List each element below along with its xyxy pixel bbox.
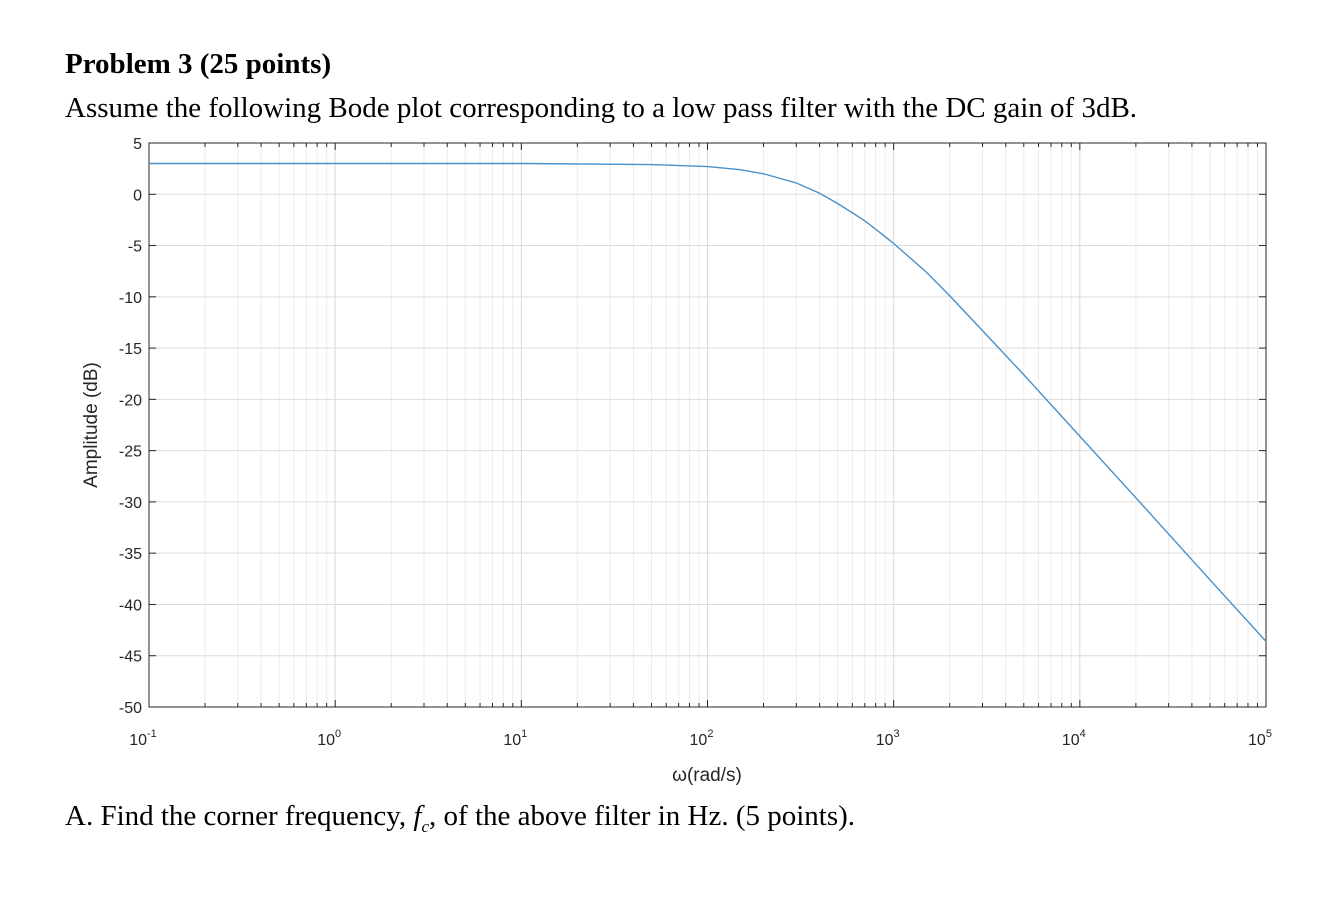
- question-a: A. Find the corner frequency, fc, of the…: [65, 800, 855, 837]
- question-variable: f: [413, 800, 422, 832]
- question-suffix: , of the above filter in Hz. (5 points).: [429, 800, 856, 832]
- question-subscript: c: [421, 816, 430, 836]
- question-prefix: A. Find the corner frequency,: [65, 800, 414, 832]
- x-tick-label: 10-1: [129, 728, 157, 749]
- y-tick-label: -25: [119, 444, 142, 461]
- problem-intro: Assume the following Bode plot correspon…: [65, 92, 1138, 124]
- x-axis-label: ω(rad/s): [672, 765, 742, 786]
- axis-ticks: [148, 142, 1267, 708]
- x-tick-label: 101: [503, 728, 527, 749]
- y-tick-label: -5: [128, 239, 142, 256]
- y-tick-label: -15: [119, 341, 142, 358]
- grid-lines: [148, 142, 1267, 708]
- y-tick-label: -30: [119, 495, 142, 512]
- y-tick-label: 0: [133, 187, 142, 204]
- y-tick-labels: 5 0 -5 -10 -15 -20 -25 -30 -35 -40 -45 -50: [119, 136, 142, 717]
- y-tick-label: -20: [119, 392, 142, 409]
- x-tick-label: 103: [876, 728, 900, 749]
- y-tick-label: 5: [133, 136, 142, 153]
- y-axis-label: Amplitude (dB): [81, 362, 102, 488]
- magnitude-curve: [149, 162, 1267, 642]
- problem-heading: Problem 3 (25 points): [65, 48, 332, 80]
- y-tick-label: -40: [119, 597, 142, 614]
- x-tick-labels: 10-1 100 101 102 103 104 105: [129, 728, 1272, 749]
- x-tick-label: 102: [690, 728, 714, 749]
- x-tick-label: 104: [1062, 728, 1086, 749]
- y-tick-label: -50: [119, 700, 142, 717]
- y-tick-label: -45: [119, 649, 142, 666]
- y-tick-label: -10: [119, 290, 142, 307]
- x-tick-label: 100: [317, 728, 341, 749]
- y-tick-label: -35: [119, 546, 142, 563]
- x-tick-label: 105: [1248, 728, 1272, 749]
